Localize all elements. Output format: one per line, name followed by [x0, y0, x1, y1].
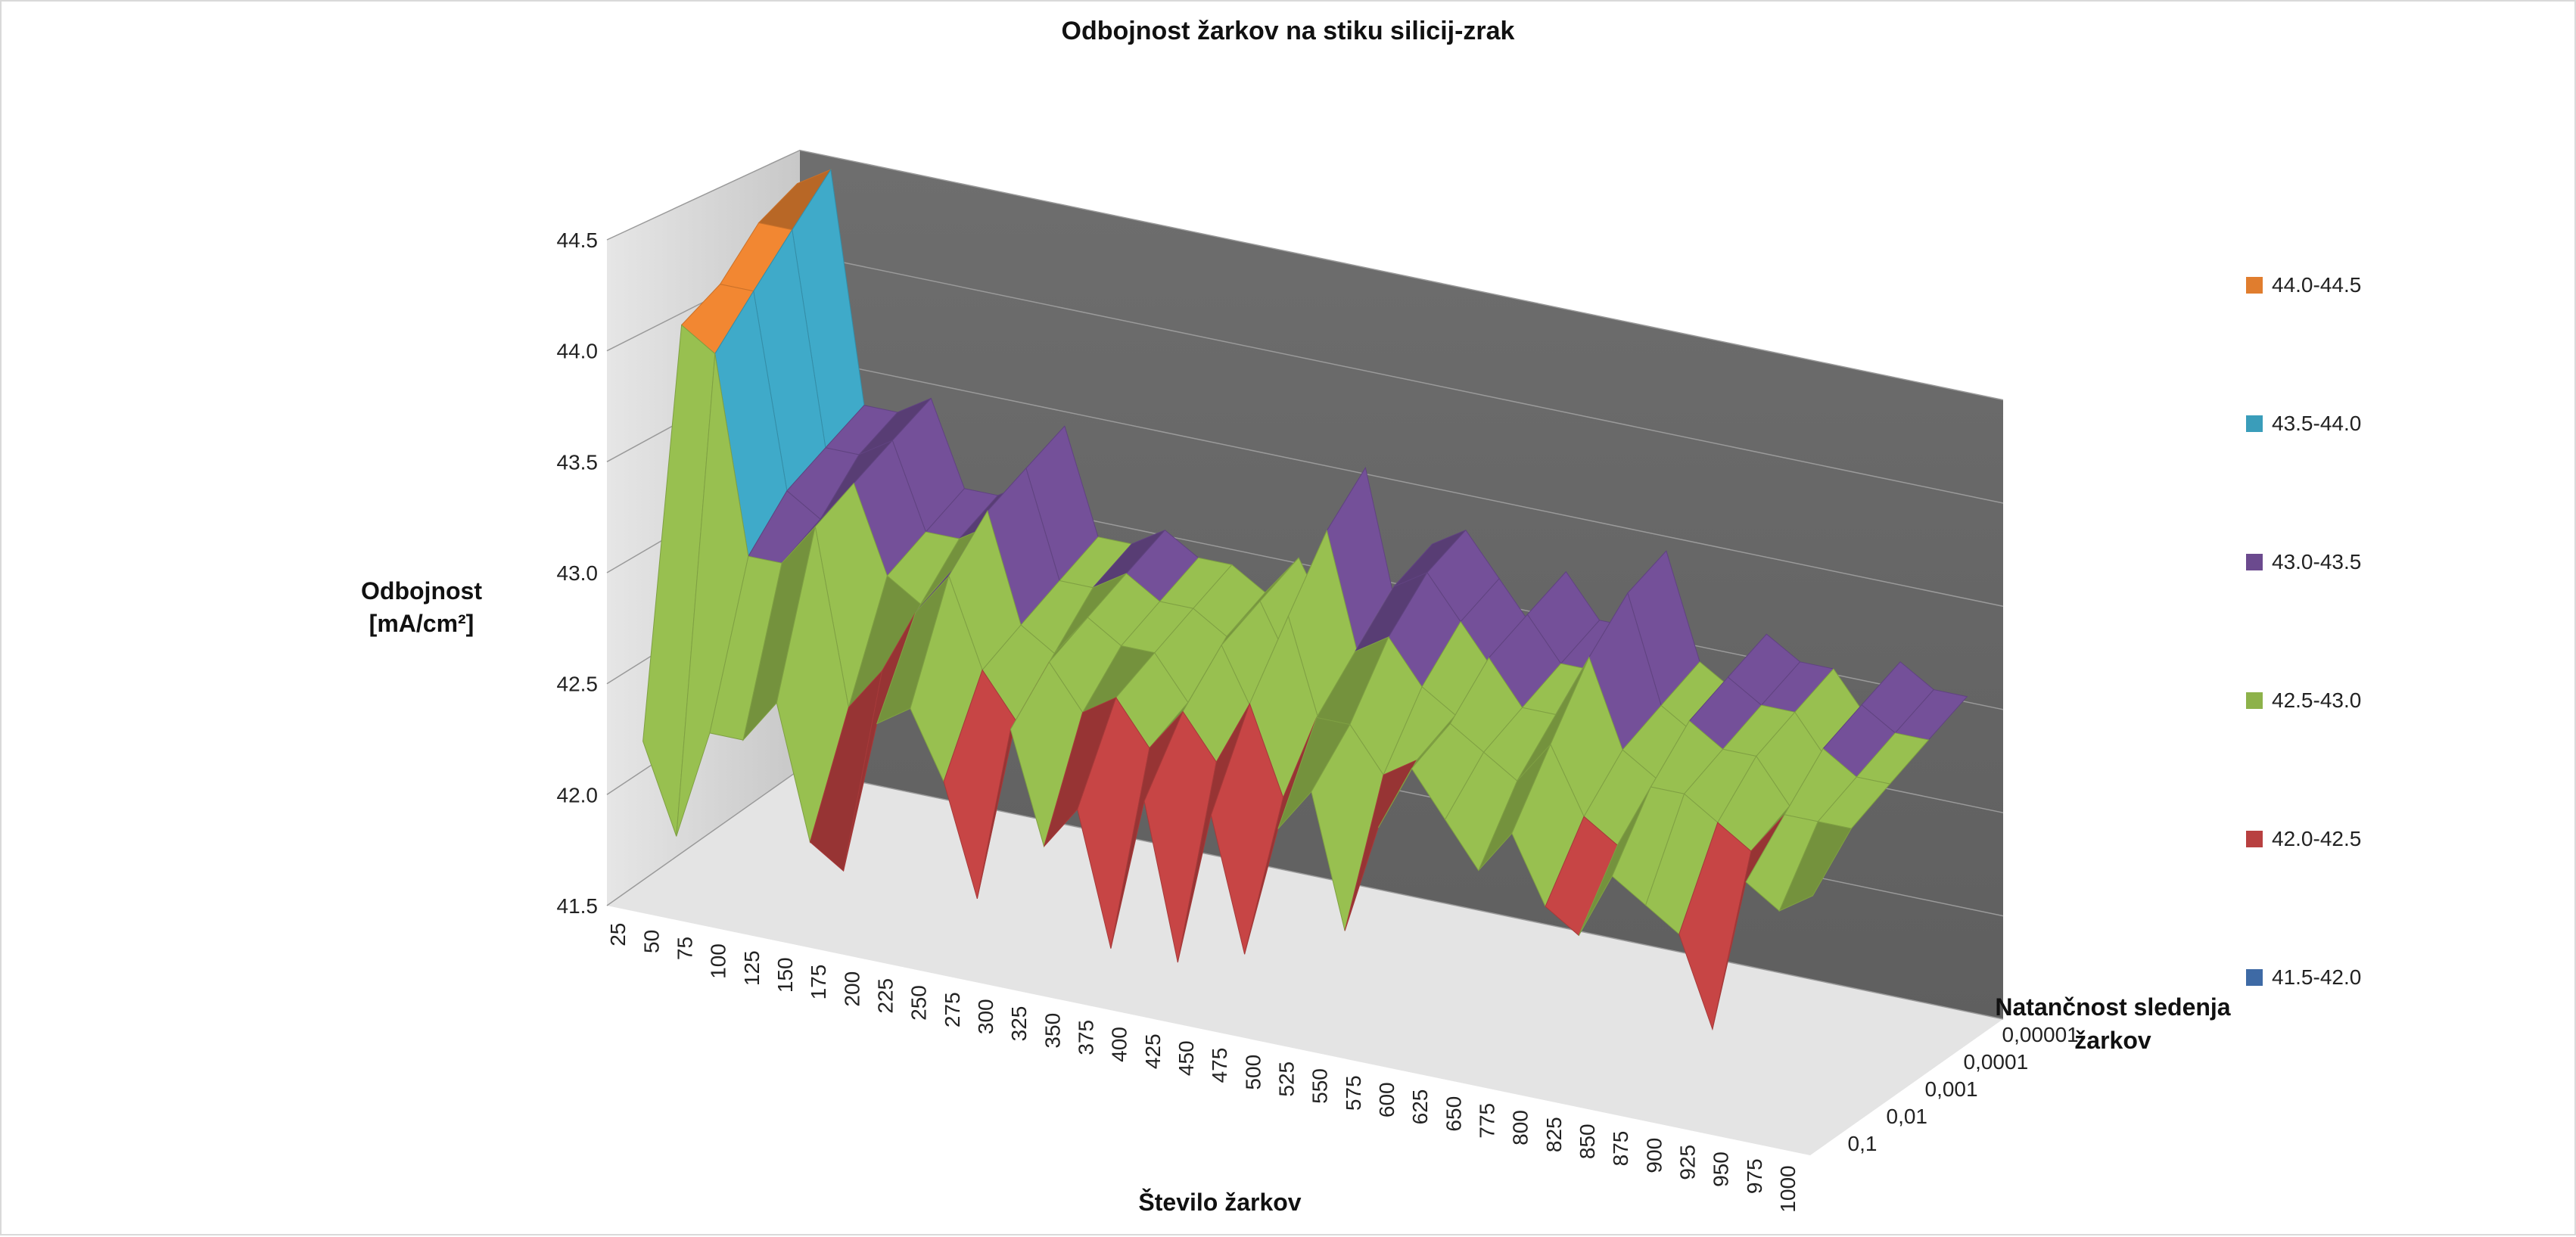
surface: [642, 168, 1968, 1031]
y-tick-label: 0,00001: [2002, 1023, 2079, 1046]
legend-label: 42.0-42.5: [2272, 827, 2361, 850]
x-tick-label: 175: [807, 965, 830, 1000]
x-tick-label: 375: [1074, 1020, 1097, 1055]
x-tick-label: 100: [707, 943, 730, 979]
y-axis-ticks: 0,1 0,01 0,001 0,0001 0,00001: [1848, 1023, 2079, 1155]
x-tick-label: 400: [1108, 1027, 1131, 1062]
x-tick-label: 275: [941, 992, 964, 1027]
x-tick-label: 450: [1174, 1040, 1198, 1076]
x-tick-label: 350: [1041, 1013, 1064, 1049]
x-tick-label: 800: [1509, 1110, 1532, 1145]
legend-swatch: [2246, 831, 2263, 847]
legend-swatch: [2246, 969, 2263, 986]
z-axis-ticks: 41.5 42.0 42.5 43.0 43.5 44.0 44.5: [557, 228, 599, 918]
x-tick-label: 525: [1274, 1061, 1298, 1097]
z-tick-label: 43.0: [557, 561, 599, 585]
z-tick-label: 43.5: [557, 450, 599, 474]
x-tick-label: 950: [1710, 1152, 1733, 1187]
x-tick-label: 125: [740, 950, 764, 986]
z-tick-label: 41.5: [557, 894, 599, 918]
y-tick-label: 0,0001: [1964, 1050, 2029, 1074]
y-tick-label: 0,1: [1848, 1132, 1878, 1155]
x-tick-label: 550: [1308, 1068, 1332, 1104]
legend-label: 41.5-42.0: [2272, 965, 2361, 989]
x-tick-label: 900: [1642, 1138, 1666, 1173]
legend-swatch: [2246, 277, 2263, 294]
floor-wall: [607, 769, 2003, 1155]
y-tick-label: 0,01: [1887, 1105, 1928, 1128]
x-tick-label: 850: [1576, 1124, 1599, 1159]
x-tick-label: 225: [873, 978, 897, 1014]
x-tick-label: 475: [1208, 1048, 1231, 1083]
x-axis-ticks: 25 50 75 100 125 150 175 200 225 250 275 300 325 350 3…: [606, 923, 1800, 1213]
x-tick-label: 575: [1342, 1075, 1365, 1111]
y-tick-label: 0,001: [1925, 1077, 1978, 1101]
x-tick-label: 975: [1743, 1158, 1766, 1194]
y-axis-title-line-1: Natančnost sledenja: [1995, 993, 2230, 1021]
z-tick-label: 42.0: [557, 783, 599, 807]
legend-swatch: [2246, 692, 2263, 709]
x-tick-label: 250: [907, 985, 931, 1021]
z-tick-label: 44.5: [557, 228, 599, 252]
z-gridline: [606, 149, 2004, 401]
legend-label: 44.0-44.5: [2272, 273, 2361, 297]
surface-cell: [1778, 821, 1853, 912]
x-tick-label: 75: [673, 937, 696, 960]
x-tick-label: 600: [1375, 1082, 1398, 1117]
z-tick-label: 44.0: [557, 340, 599, 363]
x-tick-label: 1000: [1776, 1165, 1800, 1212]
x-tick-label: 500: [1241, 1055, 1265, 1090]
z-tick-label: 42.5: [557, 673, 599, 696]
z-axis-title-line-1: Odbojnost: [361, 577, 482, 605]
x-tick-label: 875: [1609, 1131, 1632, 1167]
legend-swatch: [2246, 415, 2263, 432]
legend-label: 43.5-44.0: [2272, 412, 2361, 435]
x-tick-label: 425: [1141, 1033, 1165, 1069]
x-tick-label: 200: [840, 971, 863, 1007]
x-axis-title: Število žarkov: [1138, 1189, 1301, 1216]
legend: 44.0-44.5 43.5-44.0 43.0-43.5 42.5-43.0 42.0…: [2246, 273, 2361, 989]
x-tick-label: 775: [1475, 1103, 1498, 1139]
x-tick-label: 650: [1442, 1096, 1465, 1132]
x-tick-label: 625: [1408, 1089, 1432, 1125]
chart-title: Odbojnost žarkov na stiku silicij-zrak: [1062, 17, 1515, 45]
x-tick-label: 925: [1675, 1145, 1699, 1180]
x-tick-label: 150: [773, 957, 797, 993]
legend-label: 42.5-43.0: [2272, 688, 2361, 712]
y-axis-title-line-2: žarkov: [2074, 1027, 2151, 1054]
legend-label: 43.0-43.5: [2272, 550, 2361, 573]
z-axis-title-line-2: [mA/cm²]: [369, 610, 474, 637]
x-tick-label: 50: [639, 930, 663, 953]
x-tick-label: 825: [1542, 1117, 1566, 1152]
x-tick-label: 25: [606, 923, 630, 946]
x-tick-label: 325: [1007, 1006, 1031, 1042]
x-tick-label: 300: [974, 999, 997, 1034]
legend-swatch: [2246, 554, 2263, 570]
